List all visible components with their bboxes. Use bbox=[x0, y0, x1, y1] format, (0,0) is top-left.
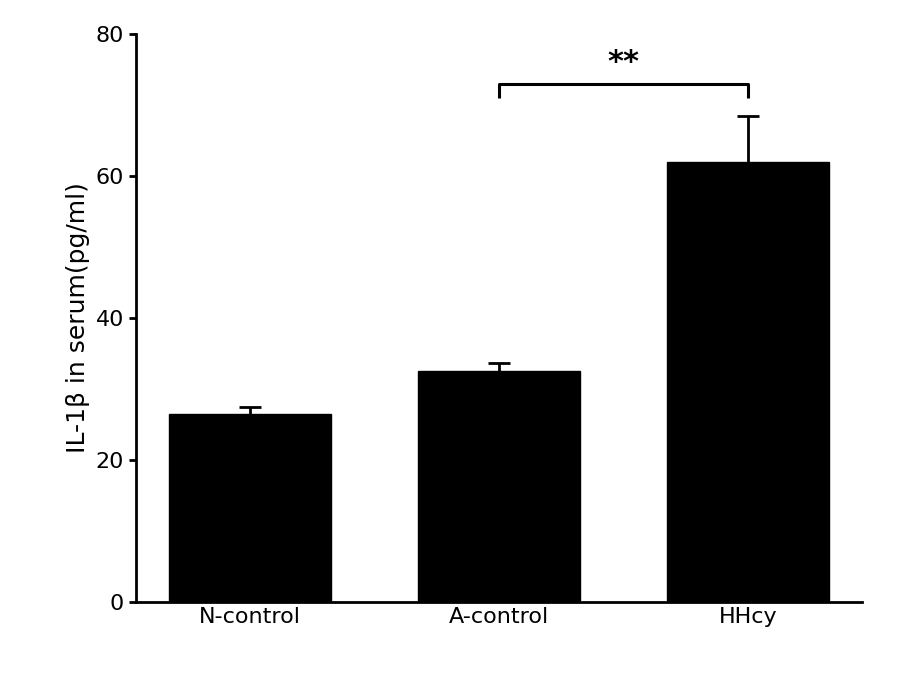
Y-axis label: IL-1β in serum(pg/ml): IL-1β in serum(pg/ml) bbox=[66, 183, 91, 453]
Bar bbox=[169, 414, 331, 602]
Text: **: ** bbox=[608, 48, 639, 77]
Bar bbox=[418, 371, 580, 602]
Bar bbox=[667, 162, 829, 602]
